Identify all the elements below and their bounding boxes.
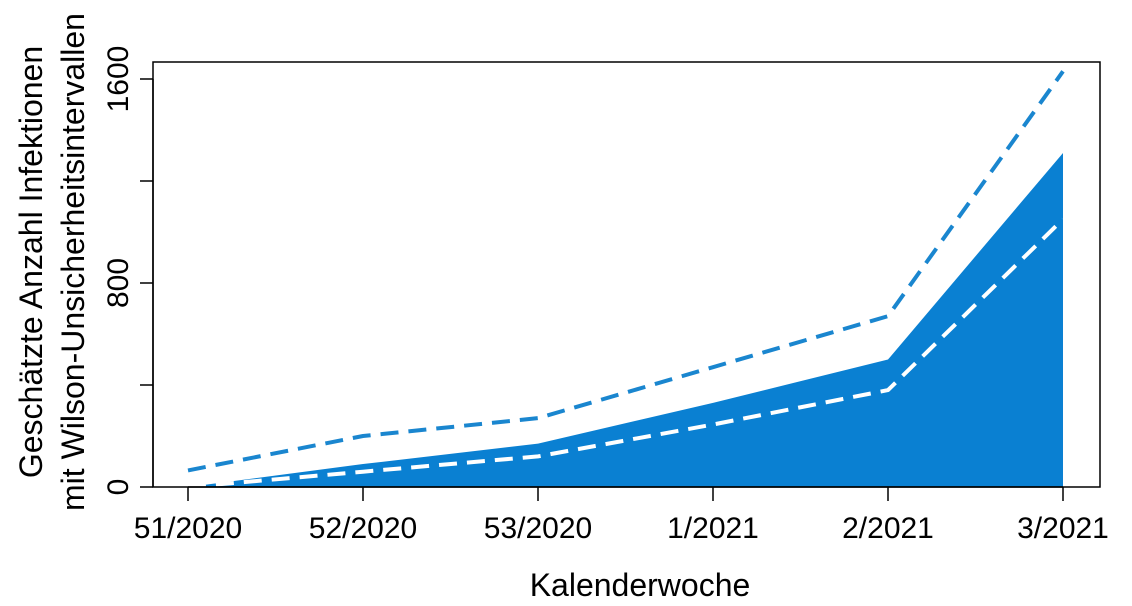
y-axis-title-line-2: mit Wilson-Unsicherheitsintervallen [55, 13, 91, 511]
plot-area [187, 70, 1065, 489]
x-axis-title: Kalenderwoche [530, 567, 751, 603]
y-axis: 0 800 1600 [102, 46, 154, 496]
y-tick-label: 1600 [102, 46, 135, 113]
y-axis-title-line-1: Geschätzte Anzahl Infektionen [13, 46, 49, 478]
y-tick-label: 0 [102, 479, 135, 496]
x-tick-label: 2/2021 [842, 512, 934, 545]
estimate-area [188, 152, 1063, 487]
lower-bound-line [187, 217, 1065, 489]
x-axis: 51/2020 52/2020 53/2020 1/2021 2/2021 3/2021 [134, 486, 1109, 545]
x-tick-label: 3/2021 [1017, 512, 1109, 545]
upper-bound-line [187, 70, 1065, 473]
x-tick-label: 53/2020 [484, 512, 592, 545]
x-tick-label: 1/2021 [667, 512, 759, 545]
x-tick-label: 51/2020 [134, 512, 242, 545]
x-tick-label: 52/2020 [309, 512, 417, 545]
y-tick-label: 800 [102, 258, 135, 308]
